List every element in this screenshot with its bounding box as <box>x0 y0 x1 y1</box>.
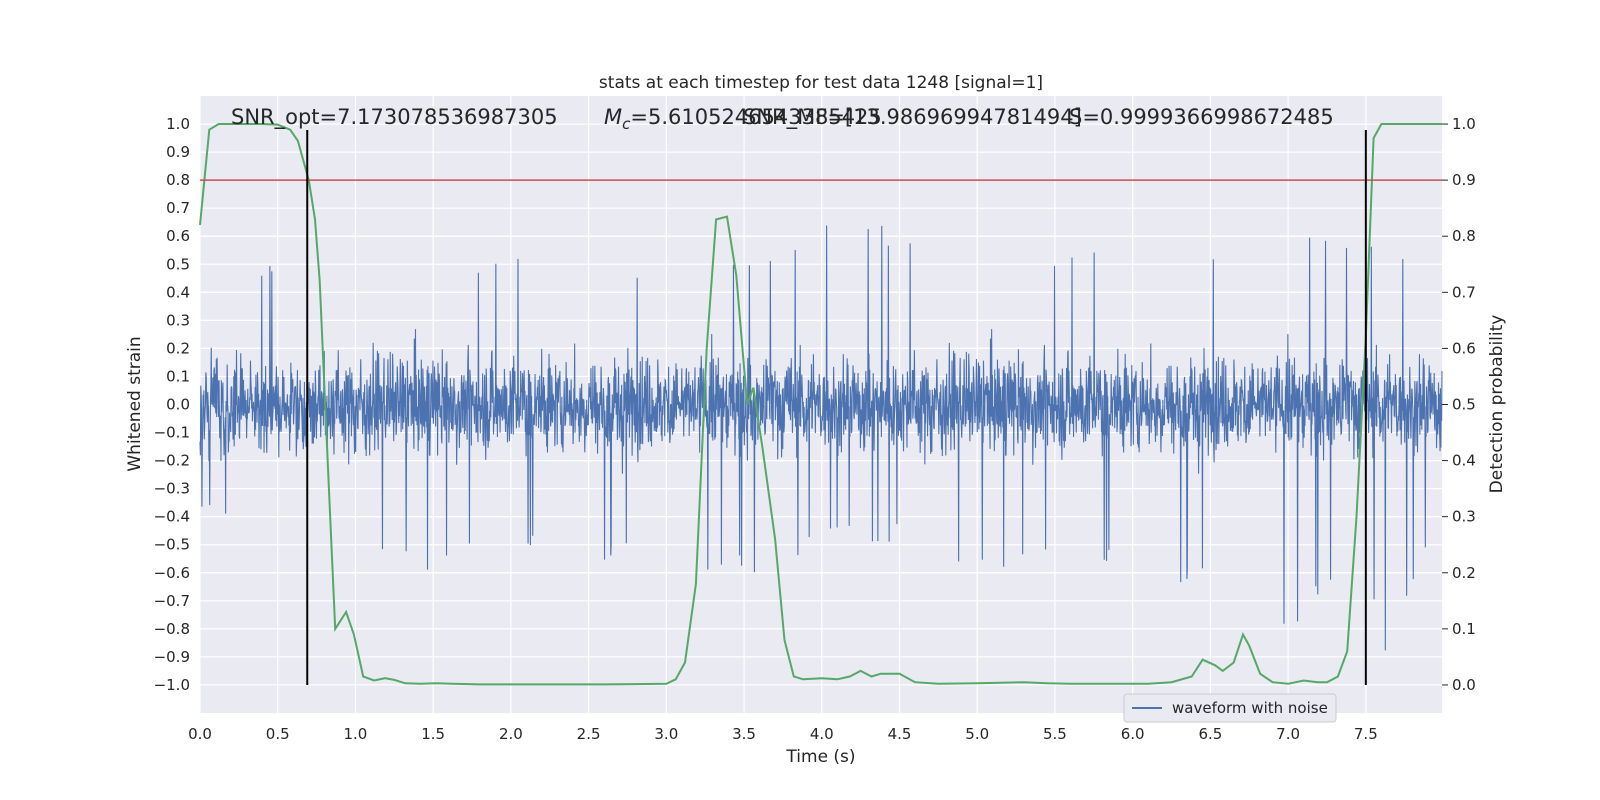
x-tick-label: 1.0 <box>344 725 368 743</box>
x-tick-label: 3.0 <box>654 725 678 743</box>
y2-tick-label: 0.3 <box>1452 508 1476 526</box>
chirp-mass-symbol: M <box>604 105 622 129</box>
legend: waveform with noise <box>1123 693 1337 723</box>
y2-tick-label: 1.0 <box>1452 115 1476 133</box>
x-tick-label: 6.0 <box>1121 725 1145 743</box>
svg-text:Mc=5.6105246543385425: Mc=5.6105246543385425 <box>604 105 882 133</box>
y-tick-label: 0.3 <box>166 311 190 329</box>
y-tick-label: 0.0 <box>166 396 190 414</box>
waveform-series <box>199 225 1443 651</box>
y2-axis-label: Detection probability <box>1487 315 1507 494</box>
grid-lines <box>199 96 1442 713</box>
y-tick-label: −0.1 <box>154 424 190 442</box>
x-tick-label: 5.0 <box>965 725 989 743</box>
chirp-mass-subscript: c <box>622 115 631 133</box>
y2-tick-label: 0.5 <box>1452 396 1476 414</box>
y-tick-label: −0.8 <box>154 620 190 638</box>
y2-tick-label: 0.9 <box>1452 171 1476 189</box>
y2-tick-label: 0.7 <box>1452 283 1476 301</box>
x-tick-label: 4.0 <box>810 725 834 743</box>
score-annotation: S=0.9999366998672485 <box>1069 105 1334 129</box>
x-tick-label: 0.5 <box>266 725 290 743</box>
y-tick-label: 1.0 <box>166 115 190 133</box>
y-tick-label: −0.7 <box>154 592 190 610</box>
y2-tick-label: 0.2 <box>1452 564 1476 582</box>
y-tick-label: 0.9 <box>166 143 190 161</box>
snr-opt-annotation: SNR_opt=7.173078536987305 <box>231 105 558 130</box>
y2-tick-label: 0.8 <box>1452 227 1476 245</box>
y2-tick-labels: 1.0 0.9 0.8 0.7 0.6 0.5 0.4 0.3 0.2 0.1 0.0 <box>1442 115 1476 694</box>
x-tick-label: 7.0 <box>1276 725 1300 743</box>
y-tick-label: −0.4 <box>154 508 190 526</box>
y-tick-label: 0.6 <box>166 227 190 245</box>
y2-tick-label: 0.0 <box>1452 676 1476 694</box>
x-tick-label: 4.5 <box>888 725 912 743</box>
y-tick-label: 0.1 <box>166 367 190 385</box>
x-tick-label: 1.5 <box>421 725 445 743</box>
waveform-line <box>199 225 1443 651</box>
y-tick-label: −0.3 <box>154 480 190 498</box>
y-tick-label: 0.5 <box>166 255 190 273</box>
x-tick-label: 2.0 <box>499 725 523 743</box>
y-tick-label: −0.5 <box>154 536 190 554</box>
chart-title: stats at each timestep for test data 124… <box>599 73 1043 93</box>
y2-tick-label: 0.6 <box>1452 339 1476 357</box>
x-tick-label: 6.5 <box>1198 725 1222 743</box>
x-tick-label: 5.5 <box>1043 725 1067 743</box>
y-tick-label: −0.2 <box>154 452 190 470</box>
x-tick-labels: 0.0 0.5 1.0 1.5 2.0 2.5 3.0 3.5 4.0 4.5 5.0 5.5 6.0 6… <box>188 725 1378 743</box>
chirp-mass-value: =5.6105246543385425 <box>630 105 881 129</box>
legend-box <box>1123 693 1337 723</box>
y-tick-labels: 1.0 0.9 0.8 0.7 0.6 0.5 0.4 0.3 0.2 0.1 0.0 −0.1 −0.… <box>154 115 190 694</box>
detection-probability-line <box>199 123 1442 686</box>
y-tick-label: 0.7 <box>166 199 190 217</box>
y-tick-label: −1.0 <box>154 676 190 694</box>
probability-series <box>199 123 1442 686</box>
snr-mf-annotation: SNR_MF=[13.98696994781494] <box>743 105 1082 130</box>
y-tick-label: −0.6 <box>154 564 190 582</box>
y-tick-label: 0.8 <box>166 171 190 189</box>
legend-label-waveform: waveform with noise <box>1172 699 1328 717</box>
reference-lines <box>200 130 1442 685</box>
x-tick-label: 2.5 <box>577 725 601 743</box>
y-axis-label: Whitened strain <box>125 336 145 471</box>
chirp-mass-annotation: Mc=5.6105246543385425 <box>604 105 882 133</box>
y-tick-label: 0.4 <box>166 283 190 301</box>
x-axis-label: Time (s) <box>785 747 855 767</box>
x-tick-label: 0.0 <box>188 725 212 743</box>
x-tick-label: 3.5 <box>732 725 756 743</box>
y-tick-label: 0.2 <box>166 339 190 357</box>
y-tick-label: −0.9 <box>154 648 190 666</box>
y2-tick-label: 0.1 <box>1452 620 1476 638</box>
y2-tick-label: 0.4 <box>1452 452 1476 470</box>
x-tick-label: 7.5 <box>1354 725 1378 743</box>
